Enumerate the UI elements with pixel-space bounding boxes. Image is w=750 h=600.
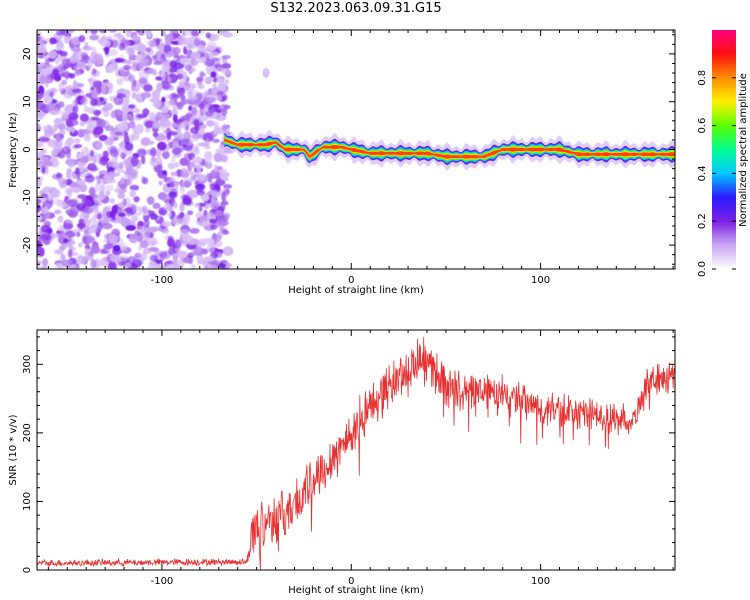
- spec-xtick-label: 0: [348, 275, 354, 286]
- spec-ytick-label: 0: [22, 146, 33, 152]
- snr-series-line: [37, 336, 675, 570]
- snr-xtick-label: -100: [151, 576, 174, 587]
- snr-axes: -100 0 100 0 100 200 300: [22, 330, 675, 587]
- colorbar-label: Normalized spectral amplitude: [738, 73, 749, 227]
- track-halo: [224, 127, 675, 171]
- snr-ytick-label: 300: [22, 355, 33, 374]
- colorbar-tick-label: 0.4: [697, 165, 708, 181]
- snr-ytick-label: 0: [22, 567, 33, 573]
- track-outer: [224, 132, 675, 165]
- spec-xtick-label: -100: [151, 275, 174, 286]
- colorbar-tick-label: 0.8: [697, 70, 708, 86]
- spec-ytick-label: -10: [22, 189, 33, 205]
- spec-ytick-label: 10: [22, 95, 33, 108]
- figure-title: S132.2023.063.09.31.G15: [270, 1, 442, 16]
- snr-xtick-label: 100: [531, 576, 550, 587]
- snr-ylabel: SNR (10 * v/v): [8, 414, 19, 485]
- snr-xtick-label: 0: [348, 576, 354, 587]
- snr-xlabel: Height of straight line (km): [288, 585, 424, 596]
- snr-frame: [36, 329, 676, 571]
- snr-panel: -100 0 100 0 100 200 300 Height of straight li…: [8, 329, 676, 596]
- colorbar-bar: [712, 30, 736, 269]
- spec-ytick-label: -20: [22, 237, 33, 253]
- isolated-blob: [262, 68, 270, 79]
- colorbar-ticks: 0.0 0.2 0.4 0.6 0.8: [697, 70, 736, 277]
- snr-ytick-label: 100: [22, 492, 33, 511]
- noise-region: [37, 30, 234, 269]
- spec-xtick-label: 100: [531, 275, 550, 286]
- spectrogram-ylabel: Frequency (Hz): [8, 112, 19, 188]
- colorbar-tick-label: 0.6: [697, 118, 708, 134]
- spectrogram-xlabel: Height of straight line (km): [288, 285, 424, 296]
- spectrogram-layer: [37, 30, 675, 269]
- signal-track: [224, 127, 675, 171]
- colorbar-tick-label: 0.0: [697, 261, 708, 277]
- colorbar-tick-label: 0.2: [697, 213, 708, 229]
- spec-ytick-label: 20: [22, 48, 33, 61]
- colorbar: 0.0 0.2 0.4 0.6 0.8 Normalized spectral ampl…: [697, 30, 749, 277]
- snr-ytick-label: 200: [22, 423, 33, 442]
